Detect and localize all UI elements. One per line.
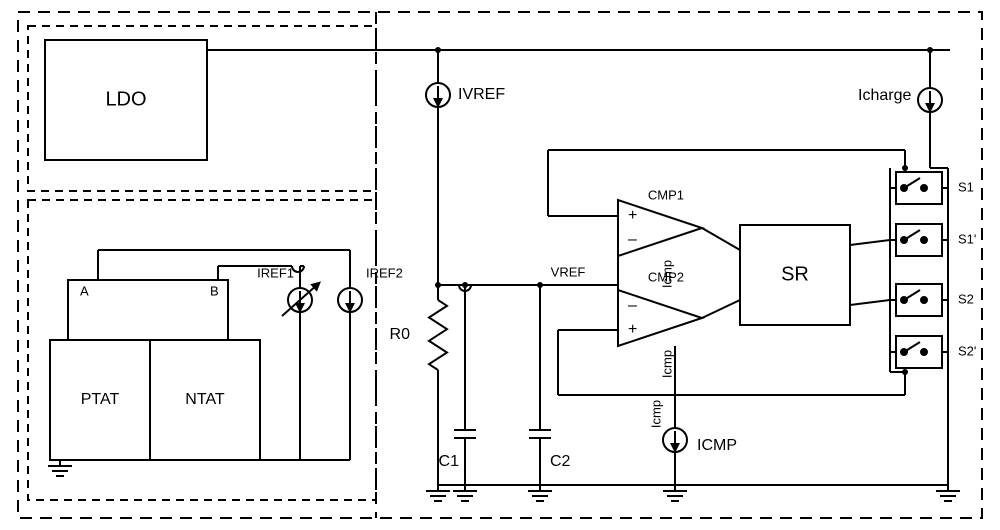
svg-text:Icmp: Icmp xyxy=(648,400,663,428)
svg-text:SR: SR xyxy=(781,263,809,285)
svg-text:IREF1: IREF1 xyxy=(257,265,294,280)
svg-text:NTAT: NTAT xyxy=(185,391,225,408)
svg-text:LDO: LDO xyxy=(105,88,146,110)
svg-text:A: A xyxy=(80,283,89,298)
svg-text:PTAT: PTAT xyxy=(81,391,120,408)
svg-text:IVREF: IVREF xyxy=(458,86,505,103)
svg-text:S2: S2 xyxy=(958,291,974,306)
svg-text:+: + xyxy=(628,207,637,224)
svg-text:S1': S1' xyxy=(958,231,976,246)
svg-text:C1: C1 xyxy=(439,453,460,470)
svg-text:–: – xyxy=(628,231,637,248)
svg-text:S2': S2' xyxy=(958,343,976,358)
circuit-schematic: LDO PTAT NTAT A B IREF1 IREF2 IVREF R0 Icharge VRE… xyxy=(0,0,1000,530)
svg-text:CMP1: CMP1 xyxy=(648,187,684,202)
svg-text:–: – xyxy=(628,297,637,314)
svg-text:VREF: VREF xyxy=(551,264,586,279)
svg-text:+: + xyxy=(628,321,637,338)
svg-text:IREF2: IREF2 xyxy=(366,265,403,280)
svg-text:Icmp: Icmp xyxy=(659,260,674,288)
svg-text:B: B xyxy=(210,283,219,298)
svg-text:C2: C2 xyxy=(550,453,571,470)
svg-text:S1: S1 xyxy=(958,179,974,194)
svg-text:Icharge: Icharge xyxy=(858,87,911,104)
svg-text:Icmp: Icmp xyxy=(659,350,674,378)
svg-text:ICMP: ICMP xyxy=(697,437,737,454)
svg-text:R0: R0 xyxy=(390,326,411,343)
